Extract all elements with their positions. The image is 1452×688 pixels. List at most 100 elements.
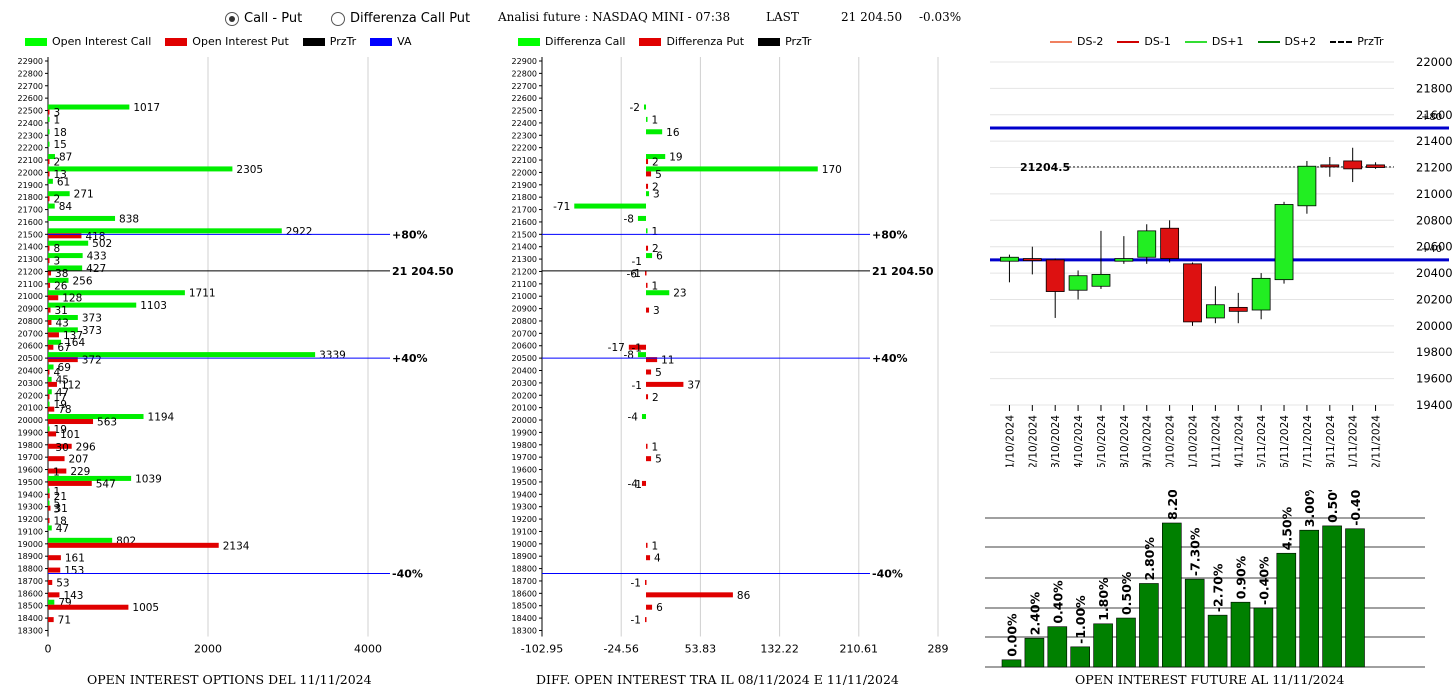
legend-candle-label: DS+2 xyxy=(1284,35,1317,48)
put-bar xyxy=(48,245,50,251)
radio-unselected-icon[interactable] xyxy=(331,11,345,26)
put-label: 137 xyxy=(63,330,83,342)
y-tick-label: 18700 xyxy=(18,577,43,586)
y-tick-label: 21300 xyxy=(18,255,43,264)
y-tick-label: 21300 xyxy=(512,255,537,264)
y-tick-label: 22400 xyxy=(512,119,537,128)
future-oi-label: 0.50% xyxy=(1119,571,1134,615)
legend-oi-label: Open Interest Call xyxy=(52,35,152,48)
y-tick-label: 20900 xyxy=(512,305,537,314)
put-bar xyxy=(48,233,82,239)
call-bar xyxy=(646,129,663,135)
y-tick-label: 20700 xyxy=(512,329,537,338)
y-tick-label: 19300 xyxy=(18,503,43,512)
call-label: 1 xyxy=(652,114,659,126)
put-bar xyxy=(646,357,658,363)
extra-label: 1 xyxy=(53,467,60,479)
y-tick-label: 18900 xyxy=(18,552,43,561)
radio-diff[interactable]: Differenza Call Put xyxy=(331,11,470,26)
reference-label: -40% xyxy=(872,568,903,581)
call-bar xyxy=(48,537,113,543)
future-oi-bar xyxy=(1299,529,1320,668)
y-tick-label: 19100 xyxy=(18,527,43,536)
candle-body xyxy=(1320,164,1340,168)
y-tick-label: 22800 xyxy=(18,69,43,78)
call-label: -8 xyxy=(623,350,633,362)
future-oi-bar xyxy=(1184,578,1205,668)
put-label: 6 xyxy=(656,602,663,614)
header-last-label: LAST xyxy=(766,10,799,24)
radio-selected-icon[interactable] xyxy=(225,11,239,26)
y-tick-label: 18600 xyxy=(512,589,537,598)
y-tick-label: 20500 xyxy=(512,354,537,363)
y-tick-label: 19700 xyxy=(512,453,537,462)
extra-label: 3 xyxy=(53,504,60,516)
call-label: 61 xyxy=(57,176,70,188)
put-bar xyxy=(48,282,51,288)
radio-call-put[interactable]: Call - Put xyxy=(225,11,302,26)
reference-label: +40% xyxy=(392,352,428,365)
y-tick-label: 19600 xyxy=(512,466,537,475)
future-oi-label: 1.80% xyxy=(1096,577,1111,621)
extra-label: -6 xyxy=(626,268,637,280)
reference-label: 21 204.50 xyxy=(392,265,454,278)
future-oi-label: -0.40% xyxy=(1348,490,1363,526)
extra-label: -1 xyxy=(632,380,642,392)
put-label: 21 xyxy=(54,491,67,503)
legend-diff-label: Differenza Put xyxy=(666,35,745,48)
y-tick-label: 18800 xyxy=(512,565,537,574)
call-bar xyxy=(574,203,647,209)
y-tick-label: 18300 xyxy=(18,626,43,635)
call-label: 2305 xyxy=(236,164,263,176)
legend-oi-item: Open Interest Put xyxy=(165,35,289,48)
future-oi-bar xyxy=(1001,659,1022,668)
y-tick-label: 21400 xyxy=(512,243,537,252)
put-label: 43 xyxy=(55,317,68,329)
future-oi-bar xyxy=(1345,528,1365,668)
oi-future-chart: 0.00% 2.40% 0.40% -1.00% 1.80% 0.50% 2.80% 8.20… xyxy=(985,490,1425,668)
put-label: 5 xyxy=(655,454,662,466)
y-tick-label: 22200 xyxy=(512,144,537,153)
put-bar xyxy=(48,196,50,202)
y-tick-label: 19800 xyxy=(512,441,537,450)
call-bar xyxy=(646,253,653,259)
radio-call-put-label: Call - Put xyxy=(244,11,303,26)
put-label: 2 xyxy=(652,392,659,404)
future-oi-bar xyxy=(1322,525,1342,668)
put-bar xyxy=(645,579,647,585)
call-label: 170 xyxy=(822,164,842,176)
put-label: 296 xyxy=(76,441,96,453)
y-tick-label: 20400 xyxy=(1416,266,1452,280)
call-label: 16 xyxy=(666,127,680,139)
legend-candle-item: PrzTr xyxy=(1330,35,1384,48)
y-tick-label: 22100 xyxy=(18,156,43,165)
y-tick-label: 22000 xyxy=(18,168,43,177)
legend-diff: Differenza Call Differenza Put PrzTr xyxy=(518,35,811,48)
call-label: 256 xyxy=(72,275,92,287)
y-tick-label: 21000 xyxy=(512,292,537,301)
y-tick-label: 21900 xyxy=(18,181,43,190)
y-tick-label: 22000 xyxy=(1416,55,1452,69)
legend-oi-label: PrzTr xyxy=(329,35,357,48)
put-bar xyxy=(48,369,50,375)
call-label: 47 xyxy=(56,523,69,535)
future-oi-bar xyxy=(1162,522,1182,668)
put-label: 2 xyxy=(54,157,61,169)
put-bar xyxy=(48,456,65,462)
y-tick-label: 20700 xyxy=(18,329,43,338)
call-label: 15 xyxy=(54,139,67,151)
legend-candle-item: DS-1 xyxy=(1117,35,1171,48)
y-tick-label: 20800 xyxy=(18,317,43,326)
put-bar xyxy=(48,394,50,400)
put-label: 112 xyxy=(61,379,81,391)
put-bar xyxy=(646,307,650,313)
last-price-label: 21204.5 xyxy=(1020,161,1070,174)
call-bar xyxy=(48,166,233,172)
candle-body xyxy=(1228,306,1248,312)
put-bar xyxy=(48,109,50,115)
future-oi-label: 3.00% xyxy=(1302,490,1317,527)
call-bar xyxy=(48,129,50,135)
put-bar xyxy=(48,258,50,264)
call-label: 18 xyxy=(54,127,67,139)
future-candlestick-chart: 22000 21800 21600 21400 21200 21000 20800 20600… xyxy=(990,55,1452,467)
